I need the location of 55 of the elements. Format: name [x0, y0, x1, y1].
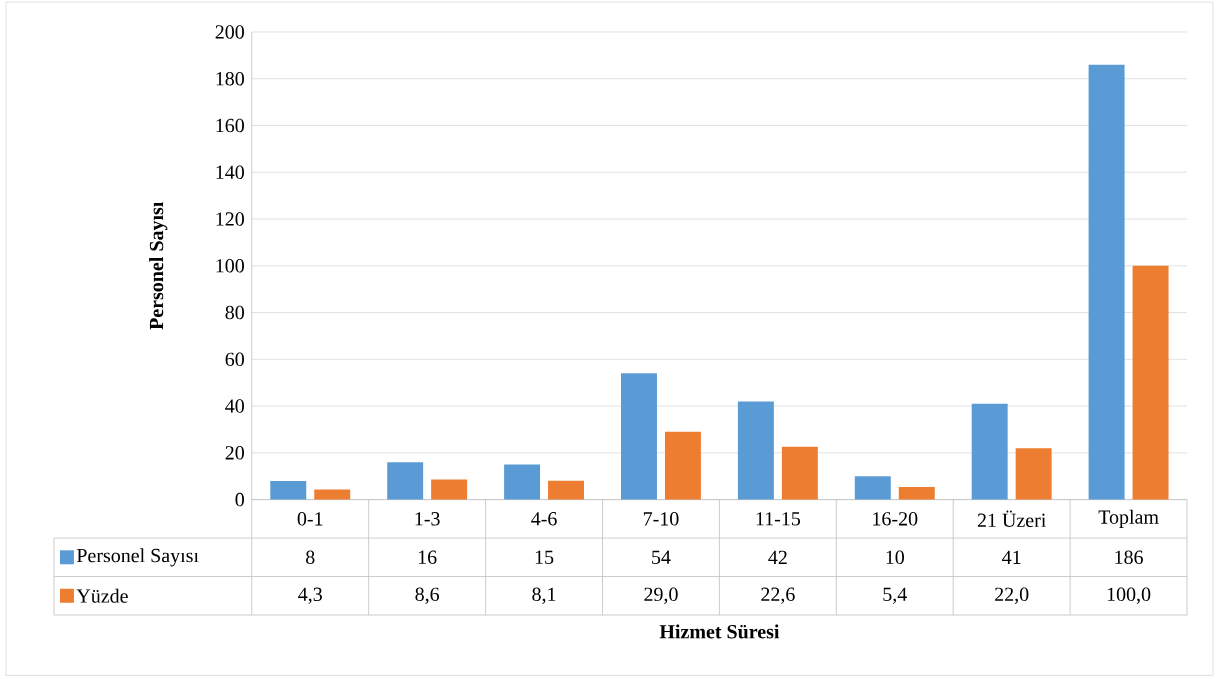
- y-tick-label: 100: [216, 258, 244, 273]
- y-tick-label: 0: [235, 492, 244, 507]
- data-label: 186: [1115, 550, 1143, 564]
- data-label: 42: [768, 550, 787, 564]
- bar: [504, 464, 541, 500]
- bar: [971, 403, 1008, 500]
- bar: [664, 431, 701, 500]
- data-label: 100,0: [1107, 587, 1151, 604]
- y-tick-label: 160: [216, 118, 244, 133]
- data-label: 22,6: [761, 587, 795, 604]
- x-tick-label: 1-3: [415, 511, 440, 526]
- x-tick-label: 11-15: [756, 511, 801, 526]
- y-axis-title: Personel Sayısı: [149, 201, 168, 330]
- data-label: 8,6: [415, 587, 440, 604]
- x-tick-label: 4-6: [531, 511, 557, 526]
- x-axis-title: Hizmet Süresi: [659, 624, 780, 639]
- y-tick-label: 20: [225, 445, 244, 460]
- bar: [270, 480, 307, 500]
- legend-label: Yüzde: [76, 588, 128, 603]
- x-tick-label: 7-10: [643, 511, 679, 526]
- y-tick-label: 60: [225, 352, 244, 366]
- bar: [1015, 447, 1052, 500]
- data-label: 29,0: [644, 587, 678, 604]
- bar: [548, 480, 585, 500]
- legend-label: Personel Sayısı: [76, 547, 199, 567]
- data-label: 8: [306, 550, 315, 564]
- y-tick-label: 40: [225, 399, 244, 413]
- y-tick-label: 80: [225, 305, 244, 320]
- x-tick-label: 0-1: [297, 511, 323, 526]
- bar: [387, 461, 424, 500]
- data-label: 4,3: [298, 587, 322, 604]
- bar: [621, 373, 657, 500]
- bar: [431, 479, 468, 500]
- data-label: 16: [418, 550, 437, 564]
- bar: [737, 401, 774, 500]
- bar: [854, 476, 891, 500]
- x-tick-label: 21 Üzeri: [977, 510, 1046, 527]
- bar: [781, 446, 818, 500]
- data-label: 10: [886, 550, 905, 564]
- data-label: 8,1: [532, 587, 556, 604]
- bar: [898, 486, 935, 500]
- data-label: 5,4: [883, 587, 907, 604]
- data-label: 41: [1002, 550, 1021, 564]
- x-tick-label: Toplam: [1098, 509, 1159, 528]
- bar: [314, 489, 351, 500]
- bar: [1132, 265, 1169, 500]
- data-label: 54: [652, 550, 671, 564]
- y-tick-label: 200: [215, 25, 244, 39]
- y-tick-label: 180: [216, 71, 244, 86]
- x-tick-label: 16-20: [873, 511, 918, 526]
- data-label: 22,0: [995, 587, 1029, 604]
- y-tick-label: 120: [216, 212, 244, 226]
- data-label: 15: [535, 550, 554, 564]
- y-tick-label: 140: [216, 165, 244, 179]
- bar: [1088, 64, 1125, 500]
